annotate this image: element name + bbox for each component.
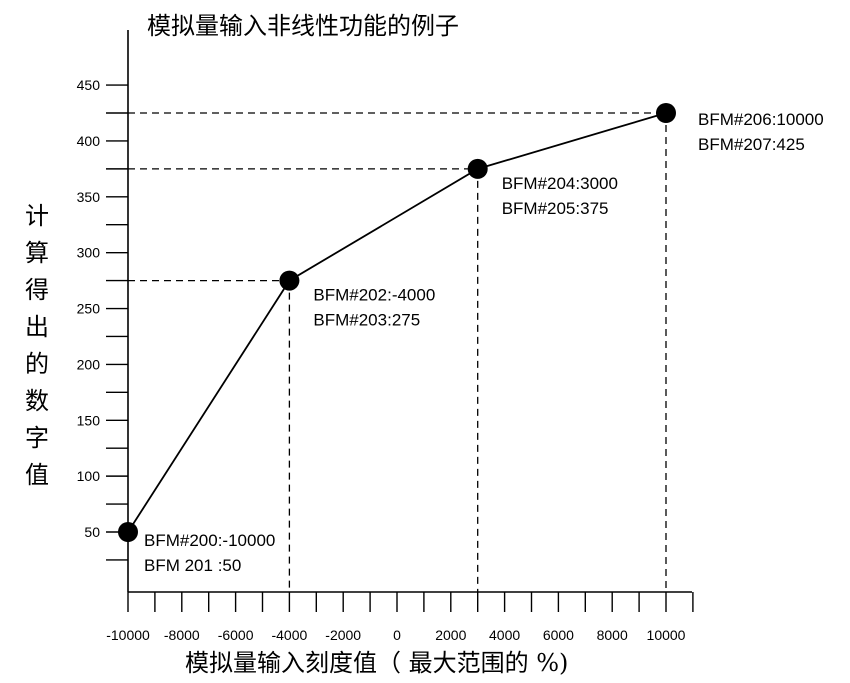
y-tick-label: 100 bbox=[77, 468, 101, 484]
point-label: BFM#205:375 bbox=[502, 199, 609, 218]
y-tick-label: 200 bbox=[77, 356, 101, 372]
y-tick-label: 300 bbox=[77, 245, 101, 261]
x-tick-label: -6000 bbox=[218, 627, 254, 643]
data-point bbox=[118, 522, 138, 542]
y-axis-label-char: 计 bbox=[25, 202, 49, 230]
y-axis-label-char: 得 bbox=[25, 276, 49, 304]
point-label: BFM#202:-4000 bbox=[313, 286, 435, 305]
x-tick-label: 6000 bbox=[543, 627, 574, 643]
y-tick-label: 50 bbox=[84, 524, 100, 540]
chart-title: 模拟量输入非线性功能的例子 bbox=[147, 12, 459, 40]
axes: 50 100 150 200 250 300 350 400 450 -10000 -8000 -60… bbox=[77, 30, 694, 643]
y-tick-label: 450 bbox=[77, 77, 101, 93]
y-tick-label: 350 bbox=[77, 189, 101, 205]
point-label: BFM#207:425 bbox=[698, 135, 805, 154]
y-tick-label: 250 bbox=[77, 301, 101, 317]
point-label: BFM#200:-10000 bbox=[144, 531, 275, 550]
guide-lines bbox=[128, 112, 667, 592]
point-label: BFM 201 :50 bbox=[144, 556, 241, 575]
y-axis-label-char: 算 bbox=[25, 239, 49, 267]
y-axis-label-char: 值 bbox=[25, 461, 49, 489]
y-axis-label-char: 出 bbox=[25, 313, 49, 341]
data-point bbox=[656, 103, 676, 123]
x-tick-label: 4000 bbox=[489, 627, 520, 643]
x-tick-label: 8000 bbox=[597, 627, 628, 643]
x-tick-label: 2000 bbox=[435, 627, 466, 643]
x-tick-label: 0 bbox=[393, 627, 401, 643]
series-line bbox=[127, 112, 667, 533]
series bbox=[118, 103, 676, 542]
y-tick-label: 400 bbox=[77, 133, 101, 149]
y-axis-label-char: 字 bbox=[25, 424, 49, 452]
x-tick-label: -10000 bbox=[106, 627, 150, 643]
point-label: BFM#203:275 bbox=[313, 311, 420, 330]
point-label: BFM#204:3000 bbox=[502, 174, 618, 193]
point-labels: BFM#200:-10000 BFM 201 :50 BFM#202:-4000 BF… bbox=[144, 110, 824, 575]
x-tick-label: 10000 bbox=[647, 627, 686, 643]
y-axis-label-char: 的 bbox=[25, 350, 49, 378]
y-axis-label-char: 数 bbox=[25, 387, 49, 415]
x-tick-label: -2000 bbox=[325, 627, 361, 643]
point-label: BFM#206:10000 bbox=[698, 110, 824, 129]
data-point bbox=[467, 158, 488, 179]
x-tick-label: -4000 bbox=[271, 627, 307, 643]
x-axis-label: 模拟量输入刻度值（ 最大范围的 %) bbox=[185, 649, 568, 677]
x-tick-label: -8000 bbox=[164, 627, 200, 643]
data-point bbox=[279, 270, 300, 291]
y-tick-label: 150 bbox=[77, 412, 101, 428]
